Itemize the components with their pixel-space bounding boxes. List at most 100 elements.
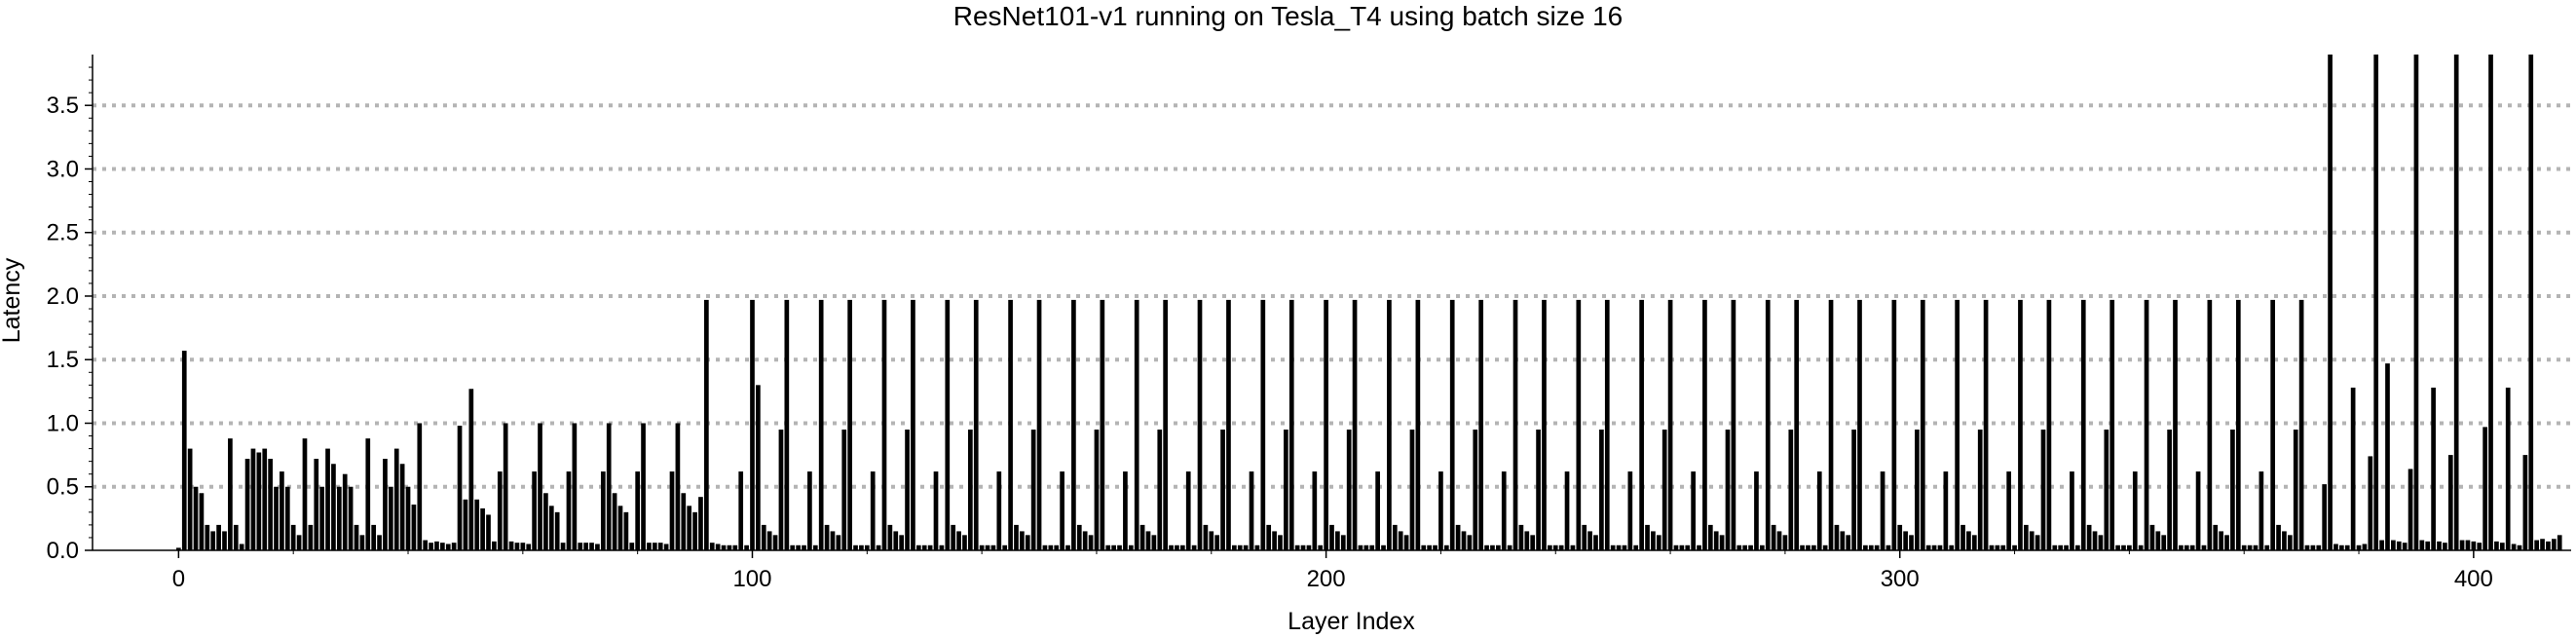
bar-layer-75 [606, 423, 612, 550]
bar-layer-267 [1707, 524, 1713, 550]
bar-layer-141 [985, 544, 990, 550]
bar-layer-364 [2264, 544, 2270, 550]
bar-layer-164 [1117, 544, 1122, 550]
bar-layer-98 [738, 471, 744, 550]
bar-layer-412 [2540, 539, 2545, 550]
bar-layer-193 [1284, 430, 1288, 550]
bar-layer-145 [1008, 299, 1013, 550]
bar-layer-270 [1725, 430, 1731, 550]
bar-layer-26 [325, 448, 330, 550]
bar-layer-122 [876, 544, 881, 550]
bar-layer-296 [1874, 544, 1880, 550]
bar-layer-204 [1346, 430, 1352, 550]
bar-layer-354 [2207, 299, 2213, 550]
bar-layer-395 [2443, 543, 2447, 550]
bar-layer-378 [2344, 544, 2350, 550]
bar-layer-310 [1955, 299, 1960, 550]
bar-layer-407 [2511, 544, 2517, 550]
bar-layer-295 [1868, 544, 1874, 550]
bar-layer-259 [1661, 430, 1667, 550]
bar-layer-415 [2557, 535, 2562, 550]
bar-layer-93 [709, 543, 715, 550]
bar-layer-118 [853, 544, 858, 550]
bar-layer-32 [359, 535, 365, 550]
bar-layer-86 [669, 471, 675, 550]
bar-layer-54 [486, 514, 491, 550]
bar-layer-357 [2224, 535, 2229, 550]
bar-layer-160 [1094, 430, 1100, 550]
bar-layer-238 [1542, 299, 1547, 550]
bar-layer-237 [1536, 430, 1541, 550]
bar-layer-41 [411, 505, 417, 550]
bar-layer-281 [1788, 430, 1794, 550]
bar-layer-324 [2035, 535, 2040, 550]
bar-layer-230 [1495, 544, 1501, 550]
y-tick-label-6: 3.0 [47, 156, 79, 182]
bar-layer-163 [1111, 544, 1116, 550]
bar-layer-207 [1363, 544, 1369, 550]
bar-layer-312 [1966, 531, 1971, 550]
bar-layer-130 [921, 544, 927, 550]
bar-layer-275 [1754, 471, 1759, 550]
bar-layer-101 [756, 385, 761, 550]
bar-layer-128 [911, 299, 915, 550]
bar-layer-125 [893, 531, 899, 550]
bar-layer-201 [1329, 524, 1334, 550]
bar-layer-0 [176, 547, 181, 550]
axes [92, 55, 2571, 551]
bar-layer-330 [2070, 471, 2074, 550]
bar-layer-156 [1071, 299, 1076, 550]
bar-layer-228 [1484, 544, 1489, 550]
bar-layer-155 [1065, 544, 1070, 550]
bar-layer-369 [2293, 430, 2298, 550]
y-tick-label-1: 0.5 [47, 474, 79, 501]
bar-layer-282 [1794, 299, 1800, 550]
bar-layer-178 [1197, 299, 1203, 550]
bar-layer-350 [2184, 544, 2189, 550]
bar-layer-56 [497, 471, 503, 550]
bar-layer-260 [1667, 299, 1673, 550]
bar-layer-389 [2408, 469, 2413, 550]
bar-layer-333 [2086, 524, 2092, 550]
bar-layer-294 [1863, 544, 1868, 550]
bar-layer-258 [1656, 535, 1661, 550]
bar-layer-46 [440, 543, 445, 550]
bar-layer-68 [566, 471, 572, 550]
bar-layer-396 [2447, 455, 2453, 550]
bar-layer-150 [1036, 299, 1042, 550]
bar-layer-171 [1157, 430, 1163, 550]
bar-layer-218 [1427, 544, 1432, 550]
bar-layer-102 [761, 524, 766, 550]
bar-layer-120 [864, 544, 870, 550]
bar-layer-233 [1512, 299, 1518, 550]
bar-layer-20 [290, 524, 296, 550]
bar-layer-214 [1403, 535, 1409, 550]
bar-layer-57 [503, 423, 508, 550]
bar-layer-211 [1387, 299, 1392, 550]
bar-layer-7 [216, 524, 221, 550]
bar-layer-15 [262, 448, 268, 550]
bar-layer-202 [1335, 531, 1340, 550]
bar-layer-242 [1564, 471, 1570, 550]
bar-layer-413 [2546, 541, 2551, 550]
bar-layer-317 [1995, 544, 2000, 550]
bar-layer-205 [1352, 299, 1358, 550]
bar-layer-67 [560, 543, 566, 550]
bar-layer-151 [1042, 544, 1048, 550]
bar-layer-287 [1822, 544, 1828, 550]
bar-layer-210 [1381, 544, 1386, 550]
gridlines [93, 103, 2571, 489]
bar-layer-190 [1266, 524, 1272, 550]
bar-layer-114 [830, 531, 836, 550]
bar-layer-356 [2219, 531, 2223, 550]
bar-layer-152 [1048, 544, 1054, 550]
bar-layer-132 [933, 471, 939, 550]
bar-layer-305 [1925, 544, 1931, 550]
bar-layer-261 [1673, 544, 1679, 550]
bar-layer-358 [2230, 430, 2235, 550]
bar-layer-27 [331, 464, 336, 550]
bar-layer-262 [1679, 544, 1685, 550]
bar-layer-376 [2333, 544, 2338, 550]
x-tick-label-1: 100 [732, 566, 771, 592]
bar-layer-78 [623, 511, 629, 550]
